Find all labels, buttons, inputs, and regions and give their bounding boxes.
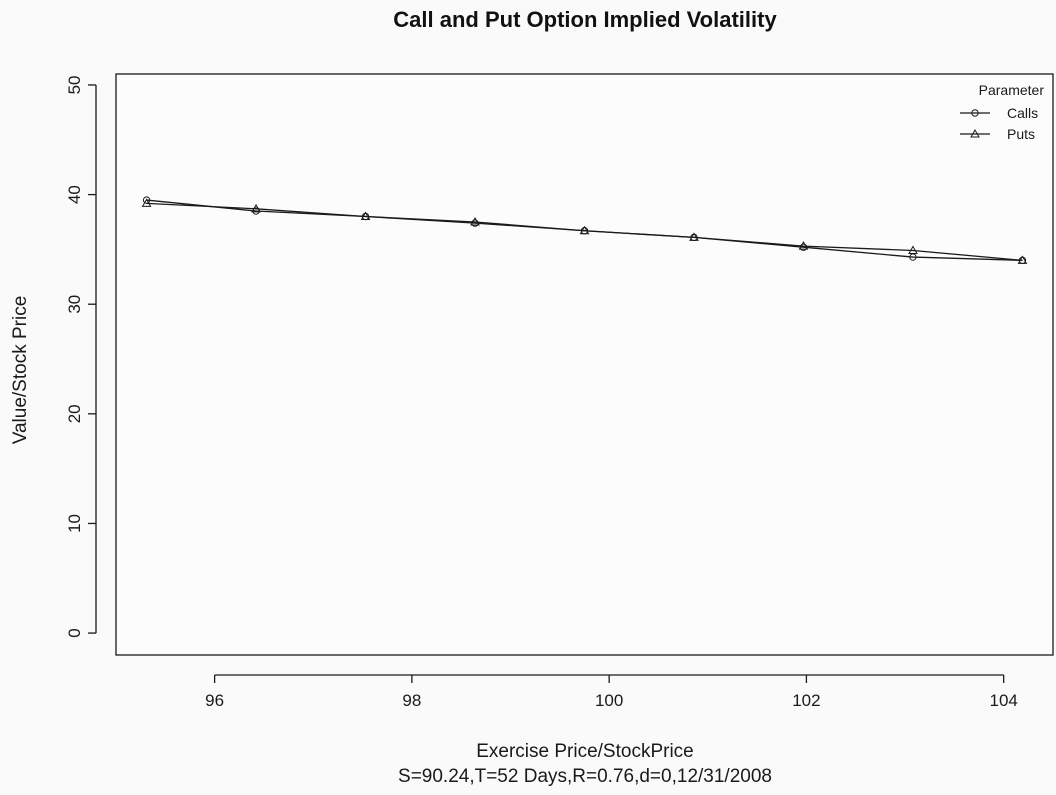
- y-tick-label: 30: [65, 295, 84, 314]
- x-tick-label: 96: [205, 691, 224, 710]
- data-point-triangle: [251, 203, 261, 213]
- chart-title: Call and Put Option Implied Volatility: [393, 7, 777, 32]
- data-point-triangle: [141, 198, 152, 207]
- chart-subtitle: S=90.24,T=52 Days,R=0.76,d=0,12/31/2008: [398, 766, 772, 787]
- data-point-triangle: [1017, 255, 1028, 264]
- x-tick-label: 102: [792, 691, 820, 710]
- y-tick-label: 10: [65, 514, 84, 533]
- data-point-triangle: [360, 211, 371, 221]
- y-axis-label: Value/Stock Price: [10, 296, 31, 445]
- y-tick-label: 20: [65, 404, 84, 423]
- data-point-triangle: [908, 245, 918, 254]
- y-tick-label: 50: [65, 76, 84, 95]
- data-point-triangle: [798, 241, 809, 250]
- x-tick-label: 98: [402, 691, 421, 710]
- y-tick-label: 0: [65, 628, 84, 637]
- x-tick-label: 104: [989, 691, 1017, 710]
- legend-title: Parameter: [979, 82, 1045, 98]
- data-point-triangle: [970, 128, 980, 138]
- series-puts: [141, 198, 1028, 264]
- series-lines: [141, 196, 1028, 265]
- data-point-triangle: [470, 216, 480, 226]
- x-axis: 96 98 100 102 104: [205, 674, 1018, 710]
- data-point-triangle: [579, 225, 590, 235]
- data-point-triangle: [689, 232, 699, 241]
- plot-area: [115, 73, 1054, 656]
- legend-label-calls: Calls: [1007, 105, 1038, 121]
- legend: Parameter Calls Puts: [960, 82, 1044, 142]
- data-point-circle: [971, 109, 979, 117]
- x-tick-label: 100: [595, 691, 623, 710]
- legend-label-puts: Puts: [1007, 126, 1035, 142]
- x-axis-label: Exercise Price/StockPrice: [476, 741, 694, 762]
- series-line-puts: [146, 202, 1023, 262]
- y-axis: 0 10 20 30 40 50: [65, 76, 97, 638]
- data-point-circle: [142, 196, 151, 204]
- y-tick-label: 40: [65, 185, 84, 204]
